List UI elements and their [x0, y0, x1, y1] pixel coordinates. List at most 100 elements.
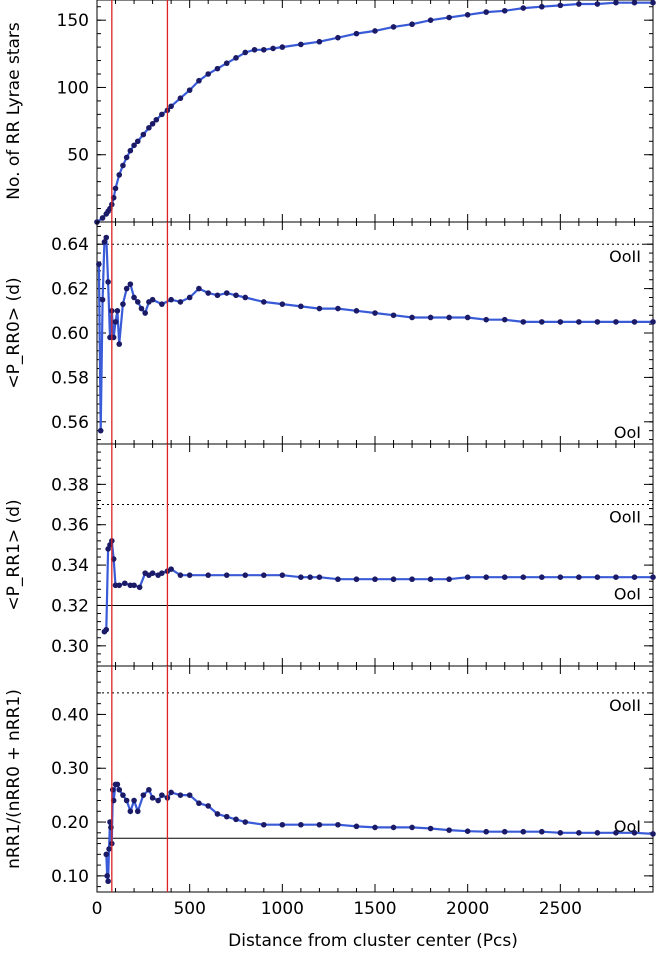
- data-point: [186, 572, 193, 578]
- data-point: [279, 44, 286, 50]
- y-axis-label: <P_RR1> (d): [4, 499, 24, 610]
- data-point: [140, 792, 147, 798]
- data-point: [483, 316, 490, 323]
- data-point: [123, 285, 130, 292]
- data-point: [353, 308, 360, 314]
- data-point: [112, 319, 119, 325]
- data-point: [104, 873, 110, 879]
- y-tick-label: 0.30: [51, 637, 89, 657]
- data-point: [214, 65, 221, 72]
- data-point: [539, 574, 545, 580]
- data-point: [307, 574, 313, 580]
- data-point: [427, 825, 434, 832]
- data-point: [483, 828, 490, 835]
- panel-3: 0.30 0.32 0.34 0.36 0.38 <P_RR1> (d) OoII OoI: [4, 443, 656, 667]
- data-point: [576, 319, 582, 325]
- data-point: [613, 0, 619, 6]
- data-point: [122, 580, 128, 587]
- data-point: [520, 828, 527, 835]
- data-point: [316, 305, 323, 312]
- y-tick-label: 0.32: [51, 596, 89, 616]
- data-point: [520, 319, 527, 325]
- data-point: [105, 878, 111, 885]
- data-line: [103, 536, 653, 633]
- data-point: [279, 301, 286, 307]
- data-point: [316, 574, 323, 580]
- data-point: [159, 301, 165, 307]
- y-tick-label: 0.62: [51, 280, 89, 300]
- data-point: [464, 12, 471, 18]
- data-point: [613, 319, 619, 325]
- data-point: [539, 3, 545, 10]
- x-tick-label: 2500: [539, 899, 582, 919]
- data-point: [131, 582, 137, 589]
- data-point: [631, 0, 638, 6]
- data-point: [131, 142, 137, 149]
- data-point: [613, 830, 619, 836]
- data-point: [557, 830, 564, 836]
- data-point: [149, 795, 156, 801]
- data-point: [138, 305, 145, 312]
- data-point: [576, 830, 582, 836]
- data-point: [298, 574, 304, 580]
- plot-frame: [96, 221, 654, 445]
- data-point: [427, 576, 434, 583]
- data-point: [205, 572, 211, 578]
- data-point: [242, 294, 249, 301]
- data-point: [123, 797, 130, 804]
- data-point: [446, 576, 452, 583]
- y-tick-label: 0.60: [51, 324, 89, 344]
- data-point: [576, 574, 582, 580]
- data-point: [279, 572, 286, 578]
- y-tick-label: 0.10: [51, 867, 89, 887]
- data-point: [127, 281, 134, 287]
- data-point: [159, 570, 165, 576]
- data-point: [335, 34, 341, 41]
- data-point: [650, 0, 656, 6]
- data-point: [196, 285, 202, 292]
- data-point: [168, 566, 174, 572]
- data-point: [464, 574, 471, 580]
- y-tick-label: 0.30: [51, 759, 89, 779]
- reference-label: OoII: [609, 696, 641, 715]
- data-point: [316, 821, 323, 828]
- data-point: [136, 584, 143, 591]
- data-point: [270, 45, 276, 52]
- y-axis-label: <P_RR0> (d): [4, 277, 24, 388]
- data-point: [520, 574, 527, 580]
- reference-label: OoII: [609, 508, 641, 527]
- data-point: [557, 319, 564, 325]
- data-point: [127, 147, 134, 154]
- data-point: [149, 120, 156, 127]
- x-tick-label: 2000: [446, 899, 489, 919]
- data-point: [127, 808, 134, 815]
- data-point: [134, 808, 141, 815]
- reference-label: OoI: [614, 423, 641, 442]
- y-tick-label: 0.38: [51, 475, 89, 495]
- data-line: [105, 783, 654, 882]
- data-point: [223, 572, 230, 578]
- data-point: [520, 5, 527, 11]
- y-tick-label: 100: [57, 78, 89, 98]
- data-point: [108, 824, 114, 831]
- data-point: [650, 831, 656, 837]
- data-point: [114, 308, 121, 314]
- data-point: [105, 279, 111, 285]
- y-axis-label: No. of RR Lyrae stars: [4, 22, 24, 200]
- reference-label: OoI: [614, 584, 641, 603]
- data-point: [298, 821, 304, 828]
- data-point: [149, 296, 156, 303]
- y-tick-label: 0.58: [51, 368, 89, 388]
- data-point: [177, 792, 184, 798]
- data-point: [409, 576, 415, 583]
- data-line: [97, 237, 653, 431]
- data-point: [106, 846, 112, 852]
- data-point: [120, 162, 126, 169]
- data-point: [196, 800, 202, 807]
- data-point: [223, 290, 230, 296]
- data-point: [99, 296, 106, 303]
- data-point: [372, 576, 378, 583]
- data-point: [186, 294, 193, 301]
- data-point: [131, 294, 137, 301]
